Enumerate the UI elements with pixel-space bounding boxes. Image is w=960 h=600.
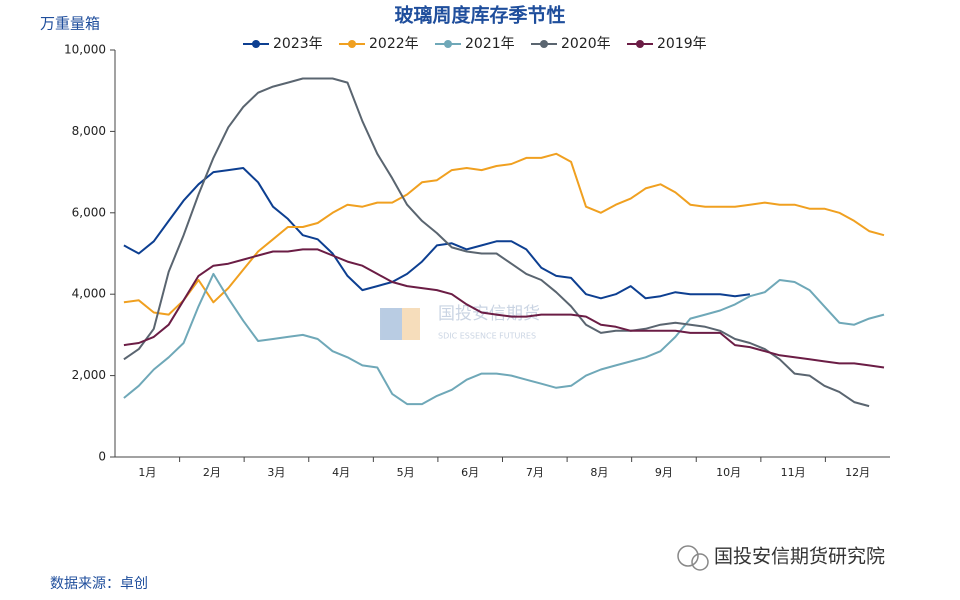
- legend-marker: [444, 40, 452, 48]
- y-tick-label: 10,000: [64, 43, 106, 57]
- x-tick-label: 9月: [655, 466, 673, 479]
- y-tick-label: 4,000: [72, 287, 106, 301]
- x-tick-label: 8月: [590, 466, 608, 479]
- watermark-text-en: SDIC ESSENCE FUTURES: [438, 332, 536, 341]
- x-tick-label: 12月: [845, 466, 870, 479]
- y-tick-label: 2,000: [72, 368, 106, 382]
- legend-marker: [636, 40, 644, 48]
- x-tick-label: 10月: [716, 466, 741, 479]
- chart: 玻璃周度库存季节性 万重量箱 数据来源：卓创 国投安信期货 SDIC ESSEN…: [0, 0, 960, 600]
- chart-title: 玻璃周度库存季节性: [394, 4, 565, 27]
- series-line: [124, 154, 884, 315]
- brand: 国投安信期货研究院: [678, 546, 885, 571]
- y-tick-label: 0: [98, 450, 106, 464]
- y-tick-label: 6,000: [72, 205, 106, 219]
- x-tick-label: 4月: [332, 466, 350, 479]
- y-axis-unit: 万重量箱: [40, 15, 100, 33]
- x-tick-label: 11月: [781, 466, 806, 479]
- legend-label: 2021年: [465, 36, 515, 52]
- legend-label: 2022年: [369, 36, 419, 52]
- brand-text: 国投安信期货研究院: [714, 546, 885, 568]
- source: 数据来源：卓创: [50, 576, 148, 592]
- watermark: 国投安信期货 SDIC ESSENCE FUTURES: [380, 304, 540, 341]
- x-tick-label: 7月: [526, 466, 544, 479]
- x-tick-label: 5月: [397, 466, 415, 479]
- watermark-logo: [402, 308, 420, 340]
- legend-marker: [252, 40, 260, 48]
- legend-marker: [540, 40, 548, 48]
- brand-icon: [692, 554, 708, 570]
- legend-marker: [348, 40, 356, 48]
- legend-label: 2019年: [657, 36, 707, 52]
- legend-label: 2023年: [273, 36, 323, 52]
- x-tick-label: 6月: [461, 466, 479, 479]
- y-tick-label: 8,000: [72, 124, 106, 138]
- legend-label: 2020年: [561, 36, 611, 52]
- x-tick-label: 1月: [138, 466, 156, 479]
- x-tick-label: 3月: [267, 466, 285, 479]
- x-tick-label: 2月: [203, 466, 221, 479]
- watermark-logo: [380, 308, 402, 340]
